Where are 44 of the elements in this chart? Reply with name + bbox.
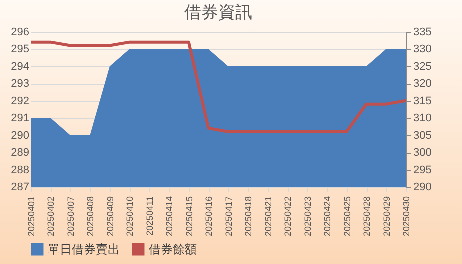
x-tick-label: 20250428 [362, 196, 372, 237]
y2-tick-label: 335 [414, 26, 432, 38]
y2-tick-label: 295 [414, 164, 432, 176]
x-tick-label: 20250430 [402, 196, 412, 237]
y-tick-label: 287 [11, 182, 30, 194]
y-tick-label: 289 [11, 147, 30, 160]
x-tick-label: 20250408 [86, 196, 96, 237]
y-tick-label: 294 [11, 60, 30, 73]
x-tick-label: 20250423 [302, 196, 313, 237]
x-tick-label: 20250415 [184, 196, 194, 237]
x-tick-label: 20250410 [125, 196, 136, 237]
y-tick-label: 292 [11, 95, 30, 108]
x-tick-label: 20250414 [164, 196, 175, 237]
x-tick-label: 20250416 [204, 196, 214, 237]
y2-tick-label: 325 [414, 60, 432, 73]
x-tick-label: 20250417 [224, 196, 234, 237]
y-tick-label: 296 [11, 26, 30, 38]
line-series [30, 40, 408, 134]
x-tick-label: 20250407 [66, 196, 76, 237]
y2-tick-label: 290 [414, 182, 432, 194]
y-tick-label: 295 [11, 44, 30, 56]
y2-tick-label: 320 [414, 78, 432, 90]
x-tick-label: 20250429 [382, 196, 392, 237]
y2-tick-label: 300 [414, 147, 432, 160]
y-tick-label: 290 [11, 130, 30, 142]
y-tick-label: 293 [11, 78, 30, 90]
chart-title: 借券資訊 [184, 3, 252, 23]
y-tick-label: 288 [11, 164, 30, 176]
x-tick-label: 20250409 [105, 196, 116, 237]
x-tick-label: 20250424 [322, 196, 333, 237]
x-tick-label: 20250402 [46, 196, 56, 237]
x-tick-label: 20250401 [26, 196, 36, 237]
y2-tick-label: 315 [414, 95, 432, 108]
x-tick-label: 20250422 [283, 196, 294, 237]
x-tick-label: 20250418 [244, 196, 254, 237]
y2-tick-label: 310 [414, 112, 432, 125]
y-tick-label: 291 [11, 112, 30, 125]
x-tick-label: 20250421 [263, 196, 274, 237]
x-tick-label: 20250425 [342, 196, 352, 237]
x-tick-label: 20250411 [144, 196, 155, 236]
legend-label: 借券餘額 [149, 242, 197, 257]
legend-label: 單日借券賣出 [48, 242, 120, 257]
y2-tick-label: 330 [414, 44, 432, 56]
y2-tick-label: 305 [414, 130, 432, 142]
